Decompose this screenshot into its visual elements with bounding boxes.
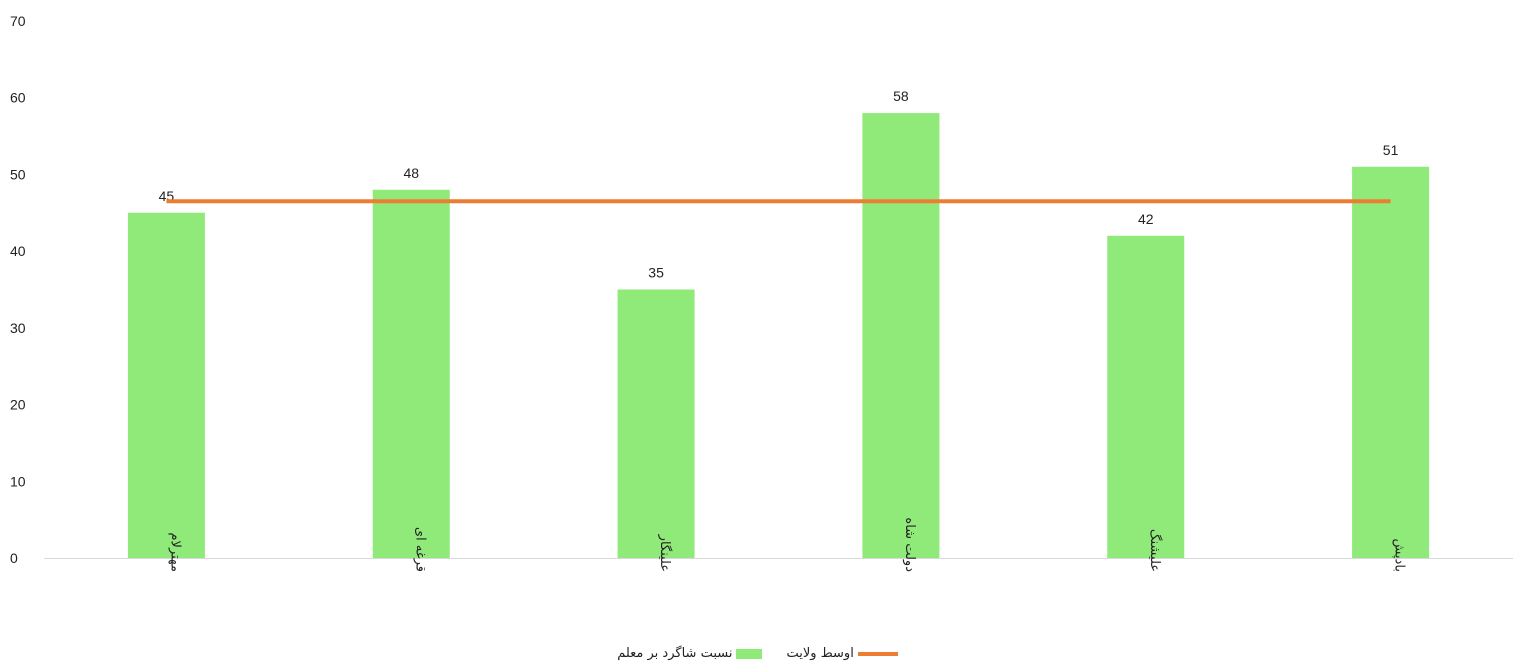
y-axis-ticks: 0 10 20 30 40 50 60 70 — [10, 13, 26, 566]
bars — [127, 113, 1430, 559]
y-tick-label: 30 — [10, 320, 26, 336]
legend-item-bar: نسبت شاگرد بر معلم — [617, 646, 763, 661]
legend-line-label: اوسط ولایت — [786, 646, 854, 661]
y-tick-label: 50 — [10, 166, 26, 182]
x-tick-label: مهترلام — [167, 532, 182, 572]
data-label: 58 — [893, 88, 909, 104]
x-axis-categories: مهترلام قرغه ای علینگار دولت شاه علیشنگ بادپش — [167, 517, 1406, 572]
data-label: 35 — [648, 265, 664, 281]
x-tick-label: علینگار — [657, 534, 673, 572]
legend-item-line: اوسط ولایت — [786, 646, 898, 661]
x-tick-label: علیشنگ — [1147, 529, 1163, 572]
x-tick-label: قرغه ای — [412, 527, 427, 572]
data-label: 42 — [1138, 211, 1154, 227]
y-tick-label: 10 — [10, 473, 26, 489]
y-tick-label: 20 — [10, 397, 26, 413]
bar — [862, 113, 940, 559]
data-label: 51 — [1383, 142, 1399, 158]
legend: اوسط ولایت نسبت شاگرد بر معلم — [0, 646, 1515, 661]
data-label: 48 — [403, 165, 419, 181]
bar — [127, 212, 205, 559]
y-tick-label: 40 — [10, 243, 26, 259]
legend-line-swatch — [857, 651, 898, 656]
x-tick-label: دولت شاه — [902, 517, 917, 572]
bar — [1352, 166, 1430, 558]
x-tick-label: بادپش — [1392, 538, 1407, 572]
bar — [372, 189, 450, 558]
legend-bar-label: نسبت شاگرد بر معلم — [617, 646, 733, 661]
legend-bar-swatch — [736, 648, 763, 659]
y-tick-label: 0 — [10, 550, 18, 566]
bar — [617, 289, 695, 558]
y-tick-label: 60 — [10, 90, 26, 106]
bar — [1107, 235, 1185, 559]
y-tick-label: 70 — [10, 13, 26, 29]
